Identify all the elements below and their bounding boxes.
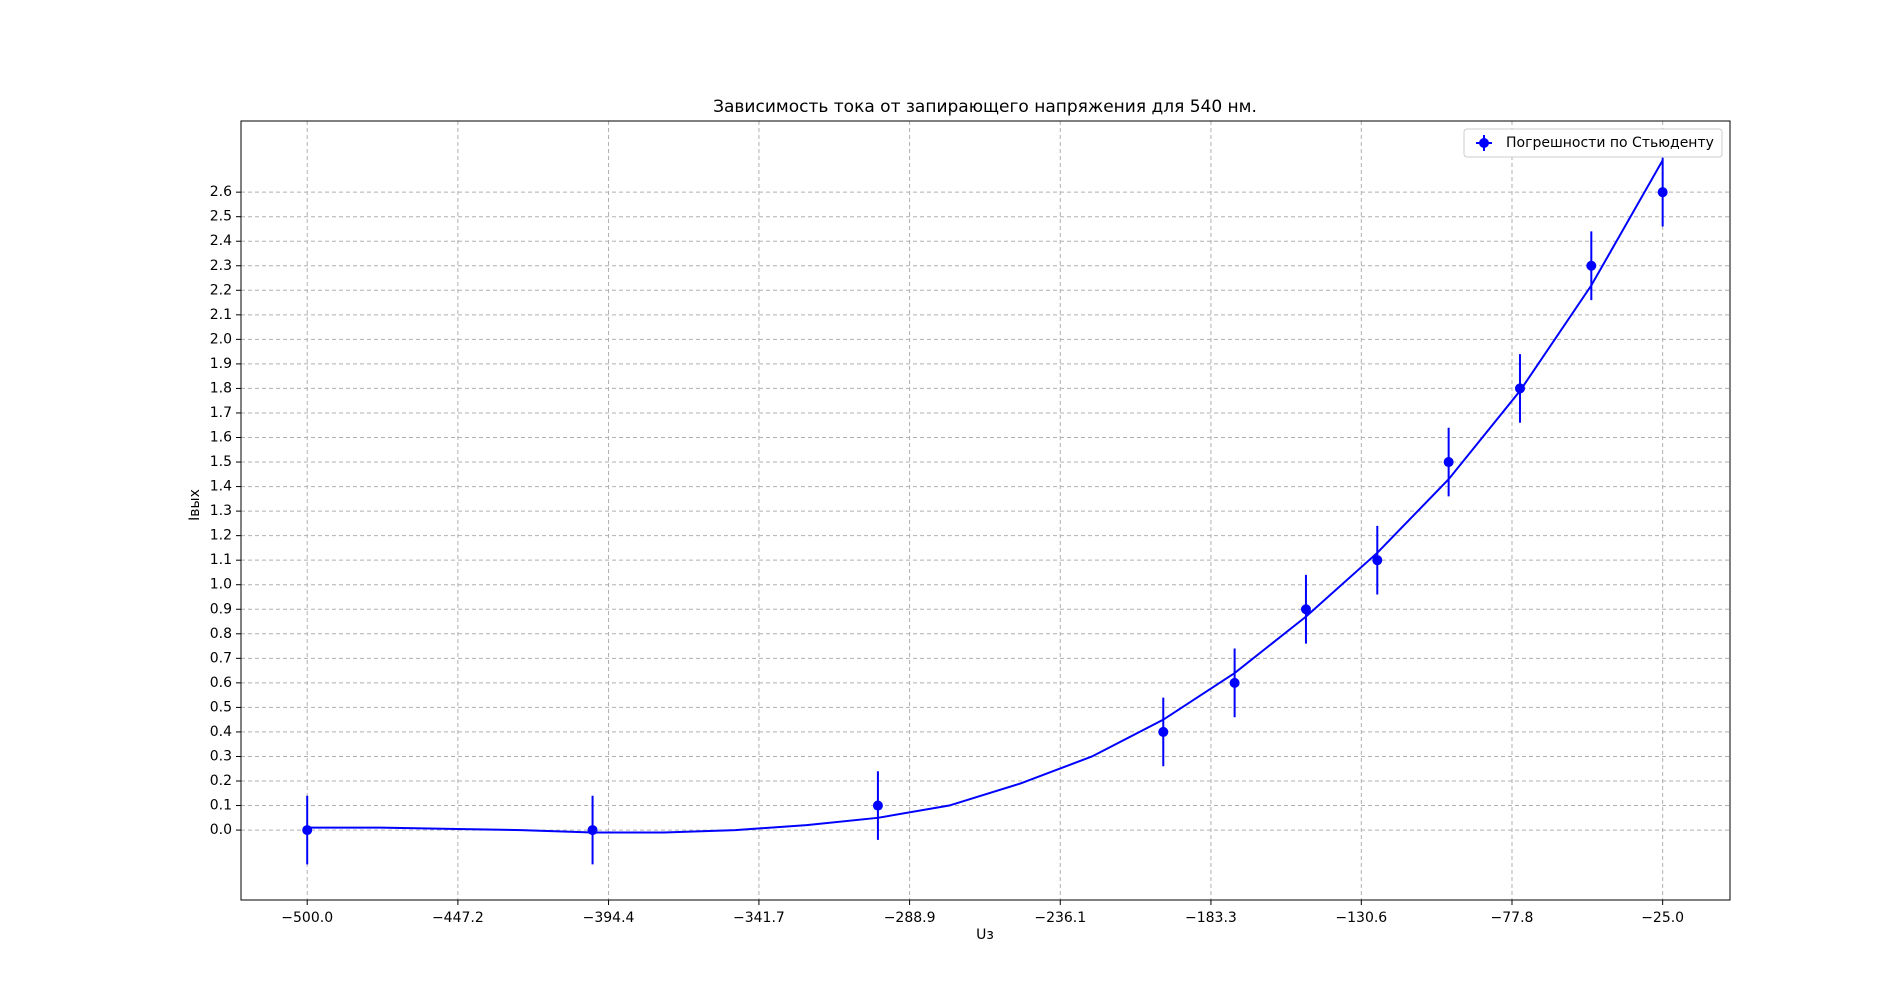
y-tick-label: 2.6 bbox=[210, 184, 232, 200]
x-tick-label: −447.2 bbox=[432, 910, 484, 926]
y-tick-label: 1.5 bbox=[210, 454, 232, 470]
data-point bbox=[1443, 457, 1454, 468]
legend-marker bbox=[1479, 138, 1489, 148]
data-point bbox=[1514, 383, 1525, 394]
x-tick-label: −288.9 bbox=[884, 910, 936, 926]
y-tick-label: 0.1 bbox=[210, 798, 232, 814]
y-tick-label: 0.0 bbox=[210, 822, 232, 838]
data-point bbox=[1586, 260, 1597, 271]
y-tick-label: 0.6 bbox=[210, 675, 232, 691]
y-tick-label: 2.2 bbox=[210, 282, 232, 298]
x-tick-label: −77.8 bbox=[1491, 910, 1534, 926]
plot-frame bbox=[240, 120, 1731, 901]
data-point bbox=[872, 800, 883, 811]
y-tick-label: 0.5 bbox=[210, 699, 232, 715]
data-point bbox=[302, 825, 313, 836]
x-tick-label: −130.6 bbox=[1335, 910, 1387, 926]
y-tick-label: 1.0 bbox=[210, 577, 232, 593]
y-tick-label: 1.2 bbox=[210, 528, 232, 544]
y-tick-label: 1.9 bbox=[210, 356, 232, 372]
y-tick-label: 0.8 bbox=[210, 626, 232, 642]
y-tick-label: 2.1 bbox=[210, 307, 232, 323]
x-tick-label: −394.4 bbox=[583, 910, 635, 926]
data-point bbox=[1300, 604, 1311, 615]
data-point bbox=[1657, 187, 1668, 198]
y-tick-label: 2.3 bbox=[210, 258, 232, 274]
y-tick-label: 2.4 bbox=[210, 233, 232, 249]
y-tick-label: 2.0 bbox=[210, 331, 232, 347]
y-tick-label: 2.5 bbox=[210, 209, 232, 225]
data-point bbox=[587, 825, 598, 836]
y-tick-label: 0.4 bbox=[210, 724, 232, 740]
x-tick-label: −25.0 bbox=[1641, 910, 1684, 926]
x-axis-label: Uз bbox=[976, 927, 994, 943]
fit-line bbox=[307, 159, 1664, 834]
x-tick-label: −183.3 bbox=[1185, 910, 1237, 926]
y-axis-label: Iвых bbox=[187, 489, 203, 521]
y-tick-label: 0.2 bbox=[210, 773, 232, 789]
legend-box bbox=[1463, 128, 1723, 158]
y-tick-label: 0.9 bbox=[210, 601, 232, 617]
y-tick-label: 1.7 bbox=[210, 405, 232, 421]
y-tick-label: 0.7 bbox=[210, 650, 232, 666]
y-tick-label: 1.3 bbox=[210, 503, 232, 519]
x-tick-label: −236.1 bbox=[1034, 910, 1086, 926]
legend-label: Погрешности по Стьюденту bbox=[1506, 135, 1714, 151]
data-point bbox=[1229, 677, 1240, 688]
data-point bbox=[1158, 726, 1169, 737]
chart-title: Зависимость тока от запирающего напряжен… bbox=[713, 97, 1257, 117]
y-tick-label: 1.4 bbox=[210, 479, 232, 495]
data-point bbox=[1372, 555, 1383, 566]
y-tick-label: 1.8 bbox=[210, 380, 232, 396]
y-tick-label: 1.1 bbox=[210, 552, 232, 568]
y-tick-label: 1.6 bbox=[210, 430, 232, 446]
x-tick-label: −500.0 bbox=[281, 910, 333, 926]
x-tick-label: −341.7 bbox=[733, 910, 785, 926]
y-tick-label: 0.3 bbox=[210, 748, 232, 764]
